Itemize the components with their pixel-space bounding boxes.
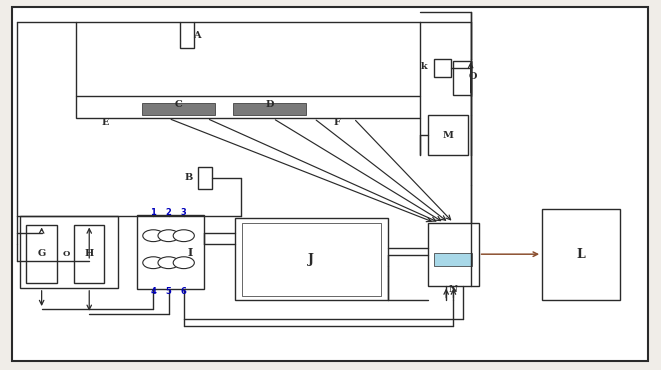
Text: 4: 4 [151,287,156,296]
Bar [308,103,351,115]
Text: G: G [38,249,46,258]
Text: M: M [443,131,453,140]
Text: B: B [185,173,193,182]
Text: N: N [449,285,458,294]
Bar [142,103,215,115]
Bar [242,223,381,296]
Bar [453,61,471,95]
Bar [235,218,388,300]
Bar [434,59,451,77]
Text: k: k [420,62,427,71]
Bar [428,223,479,286]
Text: D: D [266,100,274,109]
Bar [137,215,204,289]
Bar [76,96,420,118]
Circle shape [173,230,194,242]
Bar [20,216,118,288]
Circle shape [143,257,164,269]
Bar [434,253,472,266]
Circle shape [158,257,179,269]
Bar [99,103,139,115]
Circle shape [173,257,194,269]
Bar [428,115,468,155]
Text: 3: 3 [181,208,186,217]
Text: 1: 1 [151,208,156,217]
Circle shape [158,230,179,242]
Text: 2: 2 [166,208,171,217]
Text: I: I [188,247,193,258]
Text: J: J [309,253,314,266]
Text: F: F [334,118,340,127]
Bar [233,103,306,115]
Bar [198,167,212,189]
Circle shape [143,230,164,242]
Text: O: O [469,73,477,81]
Text: L: L [576,248,586,261]
Text: C: C [175,100,182,109]
Bar [74,225,104,283]
Text: 5: 5 [166,287,171,296]
Text: H: H [85,249,94,258]
Bar [26,225,57,283]
Text: 6: 6 [181,287,186,296]
Bar [217,103,231,115]
Text: A: A [193,31,201,40]
Bar [542,209,620,300]
Text: O: O [62,250,70,258]
Text: E: E [102,118,110,127]
Bar [180,22,194,48]
